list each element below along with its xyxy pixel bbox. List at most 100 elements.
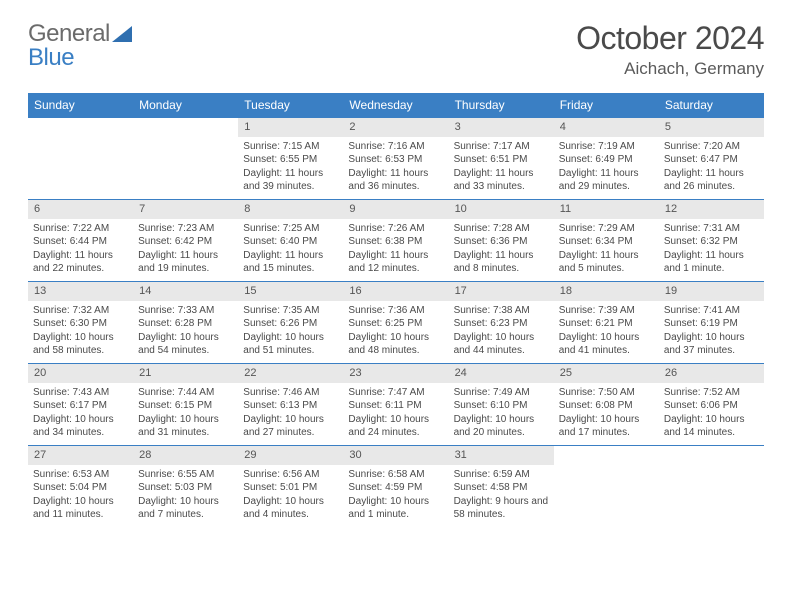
day-number: 10 <box>449 200 554 219</box>
day-cell: 19Sunrise: 7:41 AMSunset: 6:19 PMDayligh… <box>659 281 764 363</box>
sunset-text: Sunset: 6:51 PM <box>454 153 549 167</box>
day-number: 19 <box>659 282 764 301</box>
day-cell: 5Sunrise: 7:20 AMSunset: 6:47 PMDaylight… <box>659 117 764 199</box>
daylight-text: Daylight: 11 hours and 36 minutes. <box>348 167 443 194</box>
day-cell: 4Sunrise: 7:19 AMSunset: 6:49 PMDaylight… <box>554 117 659 199</box>
sunrise-text: Sunrise: 7:16 AM <box>348 140 443 154</box>
day-info: Sunrise: 7:20 AMSunset: 6:47 PMDaylight:… <box>659 137 764 198</box>
weekday-saturday: Saturday <box>659 93 764 117</box>
day-number: 7 <box>133 200 238 219</box>
day-number: 16 <box>343 282 448 301</box>
sunrise-text: Sunrise: 6:58 AM <box>348 468 443 482</box>
day-number: 13 <box>28 282 133 301</box>
daylight-text: Daylight: 11 hours and 33 minutes. <box>454 167 549 194</box>
sunrise-text: Sunrise: 7:41 AM <box>664 304 759 318</box>
sunrise-text: Sunrise: 6:56 AM <box>243 468 338 482</box>
day-number: 5 <box>659 118 764 137</box>
sunrise-text: Sunrise: 7:49 AM <box>454 386 549 400</box>
header: General October 2024 Aichach, Germany <box>28 20 764 79</box>
sunrise-text: Sunrise: 7:35 AM <box>243 304 338 318</box>
day-cell: 1Sunrise: 7:15 AMSunset: 6:55 PMDaylight… <box>238 117 343 199</box>
day-cell <box>554 445 659 527</box>
sunset-text: Sunset: 6:23 PM <box>454 317 549 331</box>
weekday-tuesday: Tuesday <box>238 93 343 117</box>
day-cell <box>28 117 133 199</box>
day-number: 25 <box>554 364 659 383</box>
sunset-text: Sunset: 6:53 PM <box>348 153 443 167</box>
day-number: 6 <box>28 200 133 219</box>
sunset-text: Sunset: 6:32 PM <box>664 235 759 249</box>
day-cell: 23Sunrise: 7:47 AMSunset: 6:11 PMDayligh… <box>343 363 448 445</box>
sunset-text: Sunset: 6:25 PM <box>348 317 443 331</box>
day-info: Sunrise: 7:29 AMSunset: 6:34 PMDaylight:… <box>554 219 659 280</box>
day-number: 28 <box>133 446 238 465</box>
sunrise-text: Sunrise: 7:31 AM <box>664 222 759 236</box>
daylight-text: Daylight: 10 hours and 27 minutes. <box>243 413 338 440</box>
sunrise-text: Sunrise: 7:33 AM <box>138 304 233 318</box>
daylight-text: Daylight: 11 hours and 19 minutes. <box>138 249 233 276</box>
sunrise-text: Sunrise: 7:20 AM <box>664 140 759 154</box>
day-info: Sunrise: 7:33 AMSunset: 6:28 PMDaylight:… <box>133 301 238 362</box>
sunrise-text: Sunrise: 6:59 AM <box>454 468 549 482</box>
day-cell: 6Sunrise: 7:22 AMSunset: 6:44 PMDaylight… <box>28 199 133 281</box>
day-info: Sunrise: 7:16 AMSunset: 6:53 PMDaylight:… <box>343 137 448 198</box>
sunrise-text: Sunrise: 7:15 AM <box>243 140 338 154</box>
sunset-text: Sunset: 6:15 PM <box>138 399 233 413</box>
day-number: 22 <box>238 364 343 383</box>
day-cell: 28Sunrise: 6:55 AMSunset: 5:03 PMDayligh… <box>133 445 238 527</box>
sunset-text: Sunset: 6:36 PM <box>454 235 549 249</box>
day-info: Sunrise: 7:23 AMSunset: 6:42 PMDaylight:… <box>133 219 238 280</box>
sunrise-text: Sunrise: 7:22 AM <box>33 222 128 236</box>
day-info: Sunrise: 7:46 AMSunset: 6:13 PMDaylight:… <box>238 383 343 444</box>
sunrise-text: Sunrise: 7:47 AM <box>348 386 443 400</box>
day-cell: 17Sunrise: 7:38 AMSunset: 6:23 PMDayligh… <box>449 281 554 363</box>
day-info: Sunrise: 7:52 AMSunset: 6:06 PMDaylight:… <box>659 383 764 444</box>
daylight-text: Daylight: 10 hours and 48 minutes. <box>348 331 443 358</box>
daylight-text: Daylight: 10 hours and 14 minutes. <box>664 413 759 440</box>
day-info: Sunrise: 7:47 AMSunset: 6:11 PMDaylight:… <box>343 383 448 444</box>
day-cell: 10Sunrise: 7:28 AMSunset: 6:36 PMDayligh… <box>449 199 554 281</box>
day-cell: 20Sunrise: 7:43 AMSunset: 6:17 PMDayligh… <box>28 363 133 445</box>
day-cell: 2Sunrise: 7:16 AMSunset: 6:53 PMDaylight… <box>343 117 448 199</box>
sunset-text: Sunset: 6:17 PM <box>33 399 128 413</box>
sunset-text: Sunset: 6:55 PM <box>243 153 338 167</box>
day-cell: 15Sunrise: 7:35 AMSunset: 6:26 PMDayligh… <box>238 281 343 363</box>
day-cell <box>133 117 238 199</box>
day-number: 14 <box>133 282 238 301</box>
sunset-text: Sunset: 6:21 PM <box>559 317 654 331</box>
day-info: Sunrise: 7:50 AMSunset: 6:08 PMDaylight:… <box>554 383 659 444</box>
day-cell: 11Sunrise: 7:29 AMSunset: 6:34 PMDayligh… <box>554 199 659 281</box>
day-cell: 25Sunrise: 7:50 AMSunset: 6:08 PMDayligh… <box>554 363 659 445</box>
sunset-text: Sunset: 6:28 PM <box>138 317 233 331</box>
day-number: 2 <box>343 118 448 137</box>
sunset-text: Sunset: 6:42 PM <box>138 235 233 249</box>
day-cell: 26Sunrise: 7:52 AMSunset: 6:06 PMDayligh… <box>659 363 764 445</box>
weekday-header-row: Sunday Monday Tuesday Wednesday Thursday… <box>28 93 764 117</box>
sunrise-text: Sunrise: 6:53 AM <box>33 468 128 482</box>
day-info: Sunrise: 7:22 AMSunset: 6:44 PMDaylight:… <box>28 219 133 280</box>
daylight-text: Daylight: 10 hours and 24 minutes. <box>348 413 443 440</box>
sunrise-text: Sunrise: 7:38 AM <box>454 304 549 318</box>
day-number: 31 <box>449 446 554 465</box>
day-cell: 24Sunrise: 7:49 AMSunset: 6:10 PMDayligh… <box>449 363 554 445</box>
weekday-monday: Monday <box>133 93 238 117</box>
day-info: Sunrise: 7:19 AMSunset: 6:49 PMDaylight:… <box>554 137 659 198</box>
day-number: 26 <box>659 364 764 383</box>
sunrise-text: Sunrise: 7:19 AM <box>559 140 654 154</box>
sunrise-text: Sunrise: 7:29 AM <box>559 222 654 236</box>
day-number: 18 <box>554 282 659 301</box>
daylight-text: Daylight: 11 hours and 5 minutes. <box>559 249 654 276</box>
daylight-text: Daylight: 10 hours and 58 minutes. <box>33 331 128 358</box>
weekday-friday: Friday <box>554 93 659 117</box>
sunset-text: Sunset: 6:10 PM <box>454 399 549 413</box>
day-info: Sunrise: 7:31 AMSunset: 6:32 PMDaylight:… <box>659 219 764 280</box>
sunrise-text: Sunrise: 7:43 AM <box>33 386 128 400</box>
day-info: Sunrise: 7:39 AMSunset: 6:21 PMDaylight:… <box>554 301 659 362</box>
daylight-text: Daylight: 10 hours and 41 minutes. <box>559 331 654 358</box>
daylight-text: Daylight: 10 hours and 4 minutes. <box>243 495 338 522</box>
day-cell: 18Sunrise: 7:39 AMSunset: 6:21 PMDayligh… <box>554 281 659 363</box>
sunset-text: Sunset: 6:19 PM <box>664 317 759 331</box>
sunset-text: Sunset: 6:34 PM <box>559 235 654 249</box>
day-info: Sunrise: 7:49 AMSunset: 6:10 PMDaylight:… <box>449 383 554 444</box>
day-info: Sunrise: 7:25 AMSunset: 6:40 PMDaylight:… <box>238 219 343 280</box>
